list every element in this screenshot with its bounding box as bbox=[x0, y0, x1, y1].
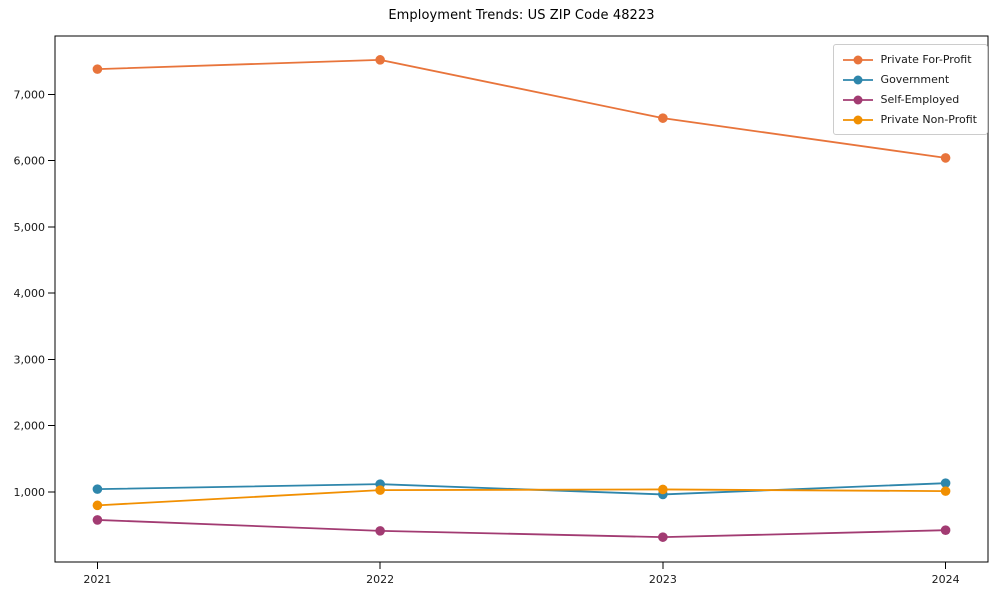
legend-item: Private For-Profit bbox=[842, 52, 977, 67]
legend-marker-icon bbox=[842, 54, 873, 66]
legend-label: Self-Employed bbox=[880, 93, 960, 106]
legend-marker-icon bbox=[842, 114, 873, 126]
data-point-marker bbox=[658, 532, 668, 542]
legend-label: Government bbox=[880, 73, 950, 86]
data-point-marker bbox=[940, 486, 951, 496]
legend-marker-icon bbox=[842, 74, 873, 86]
axes-frame bbox=[54, 35, 989, 563]
data-point-marker bbox=[375, 485, 385, 495]
legend-item: Private Non-Profit bbox=[842, 112, 977, 127]
data-point-marker bbox=[375, 55, 385, 65]
legend-label: Private For-Profit bbox=[880, 53, 972, 66]
data-point-marker bbox=[940, 478, 951, 488]
data-point-marker bbox=[92, 484, 103, 494]
y-tick-label: 6,000 bbox=[14, 155, 46, 168]
y-tick-label: 7,000 bbox=[14, 88, 46, 101]
data-point-marker bbox=[92, 64, 103, 74]
y-tick-label: 3,000 bbox=[14, 353, 46, 366]
data-point-marker bbox=[940, 153, 951, 163]
series-line-private-non-profit bbox=[96, 488, 947, 507]
series-line-self-employed bbox=[96, 519, 947, 539]
data-point-marker bbox=[92, 515, 103, 525]
legend-item: Government bbox=[842, 72, 977, 87]
legend-item: Self-Employed bbox=[842, 92, 977, 107]
y-tick-label: 5,000 bbox=[14, 221, 46, 234]
data-point-marker bbox=[658, 113, 668, 123]
y-tick-label: 1,000 bbox=[14, 486, 46, 499]
legend-marker-icon bbox=[842, 94, 873, 106]
series-line-government bbox=[96, 482, 947, 496]
x-tick-label: 2024 bbox=[932, 573, 960, 586]
x-tick-label: 2023 bbox=[649, 573, 677, 586]
chart-title: Employment Trends: US ZIP Code 48223 bbox=[388, 8, 655, 23]
data-point-marker bbox=[940, 525, 951, 536]
x-tick-label: 2021 bbox=[83, 573, 111, 586]
y-tick-label: 2,000 bbox=[14, 420, 46, 433]
series-line-private-for-profit bbox=[96, 58, 947, 159]
data-point-marker bbox=[658, 484, 668, 495]
x-tick-label: 2022 bbox=[366, 573, 394, 586]
legend-label: Private Non-Profit bbox=[880, 113, 977, 126]
data-point-marker bbox=[92, 500, 103, 511]
y-tick-label: 4,000 bbox=[14, 287, 46, 300]
data-point-marker bbox=[375, 526, 385, 536]
legend: Private For-Profit Government Self-Employe… bbox=[832, 44, 988, 135]
